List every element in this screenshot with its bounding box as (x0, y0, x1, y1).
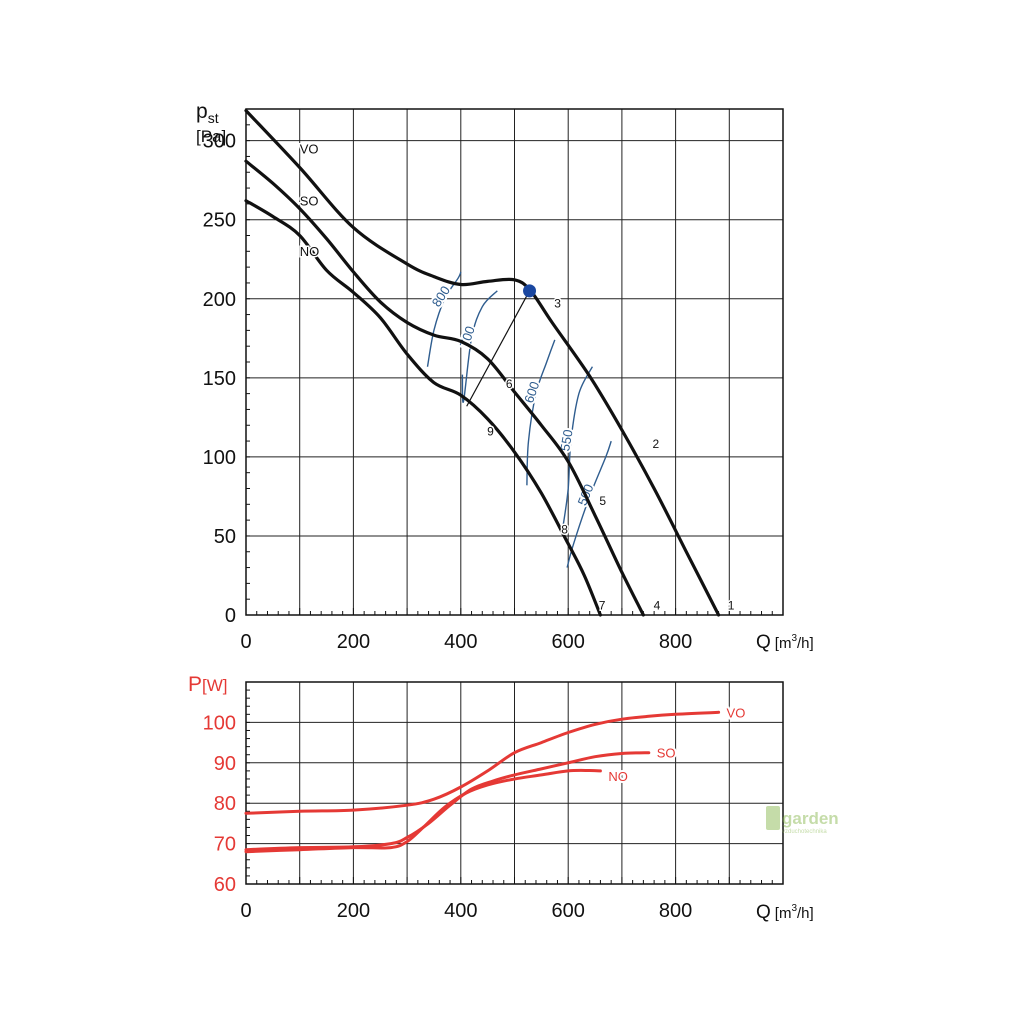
rpm-label-550: 550 (557, 428, 575, 452)
pressure-x-tick-labels: 0 200 400 600 800 (240, 631, 692, 653)
pressure-curve-so (244, 159, 645, 617)
x-tick-label: 600 (552, 900, 585, 922)
x-tick-label: 400 (444, 631, 477, 653)
power-curve-vo (244, 710, 721, 815)
x-tick-label: 600 (552, 631, 585, 653)
power-x-axis-label: Q [m3/h] (756, 902, 814, 923)
y-tick-label: 0 (225, 605, 236, 627)
watermark-logo: garden vzduchotechnika (766, 806, 839, 835)
rpm-curve-500 (566, 440, 612, 568)
power-label-so: SO (657, 746, 676, 761)
power-label-vo: VO (727, 705, 746, 720)
operating-point-labels: 1 2 3 4 5 6 7 8 9 (486, 295, 737, 614)
series-label-so: SO (300, 193, 319, 208)
x-tick-label: 400 (444, 900, 477, 922)
pressure-plot-frame (245, 108, 784, 616)
pressure-x-axis-label: Q [m3/h] (756, 632, 814, 653)
power-label-no: NO (608, 769, 628, 784)
power-y-tick-labels: 60 70 80 90 100 (203, 712, 236, 896)
x-tick-label: 200 (337, 900, 370, 922)
y-tick-label: 300 (203, 131, 236, 153)
y-tick-label: 150 (203, 368, 236, 390)
y-tick-label: 80 (214, 793, 236, 815)
point-label-8: 8 (561, 523, 568, 537)
x-tick-label: 200 (337, 631, 370, 653)
point-label-9: 9 (487, 425, 494, 439)
y-tick-label: 200 (203, 289, 236, 311)
rpm-curve-550 (562, 366, 594, 529)
x-tick-label: 0 (240, 631, 251, 653)
power-grid (246, 682, 783, 884)
x-tick-label: 800 (659, 900, 692, 922)
y-tick-label: 90 (214, 753, 236, 775)
power-minor-ticks (246, 689, 773, 884)
pressure-series: VO SO NO (244, 109, 721, 617)
pressure-y-tick-labels: 0 50 100 150 200 250 300 (203, 131, 236, 627)
rpm-curve-700 (461, 290, 498, 403)
power-plot-frame (245, 681, 784, 885)
power-y-axis-label: P[W] (188, 673, 228, 696)
point-label-5: 5 (599, 494, 606, 508)
pressure-grid (246, 109, 783, 615)
rpm-curve-600 (526, 339, 556, 486)
point-label-3: 3 (554, 296, 561, 310)
watermark-logo-mark (766, 806, 780, 830)
power-x-tick-labels: 0 200 400 600 800 (240, 900, 692, 922)
point-label-2: 2 (653, 437, 660, 451)
y-tick-label: 100 (203, 447, 236, 469)
y-tick-label: 100 (203, 712, 236, 734)
power-curve-so (244, 751, 651, 852)
system-line (466, 290, 531, 407)
point-label-1: 1 (728, 599, 735, 613)
rpm-label-600: 600 (521, 379, 542, 404)
x-tick-label: 0 (240, 900, 251, 922)
rpm-curve-800 (426, 271, 462, 367)
pressure-y-axis-label: pst (196, 100, 219, 126)
point-label-6: 6 (506, 377, 513, 391)
y-tick-label: 60 (214, 874, 236, 896)
rpm-label-800: 800 (429, 283, 453, 309)
y-tick-label: 250 (203, 210, 236, 232)
watermark-brand: garden (782, 809, 839, 828)
point-label-4: 4 (654, 599, 661, 613)
pressure-y-axis-unit: [Pa] (196, 127, 226, 146)
pressure-curve-vo (244, 109, 721, 617)
x-tick-label: 800 (659, 631, 692, 653)
y-tick-label: 50 (214, 526, 236, 548)
series-label-no: NO (300, 244, 320, 259)
power-curve-no (244, 768, 602, 854)
series-label-vo: VO (300, 141, 319, 156)
point-label-7: 7 (599, 599, 606, 613)
power-chart: VO SO NO 60 70 80 90 100 0 200 400 600 800 P[W] Q[… (188, 673, 814, 923)
operating-point-dot (523, 284, 537, 298)
watermark-tagline: vzduchotechnika (782, 829, 827, 835)
power-series: VO SO NO (244, 703, 747, 854)
y-tick-label: 70 (214, 834, 236, 856)
pressure-curve-no (244, 199, 602, 617)
